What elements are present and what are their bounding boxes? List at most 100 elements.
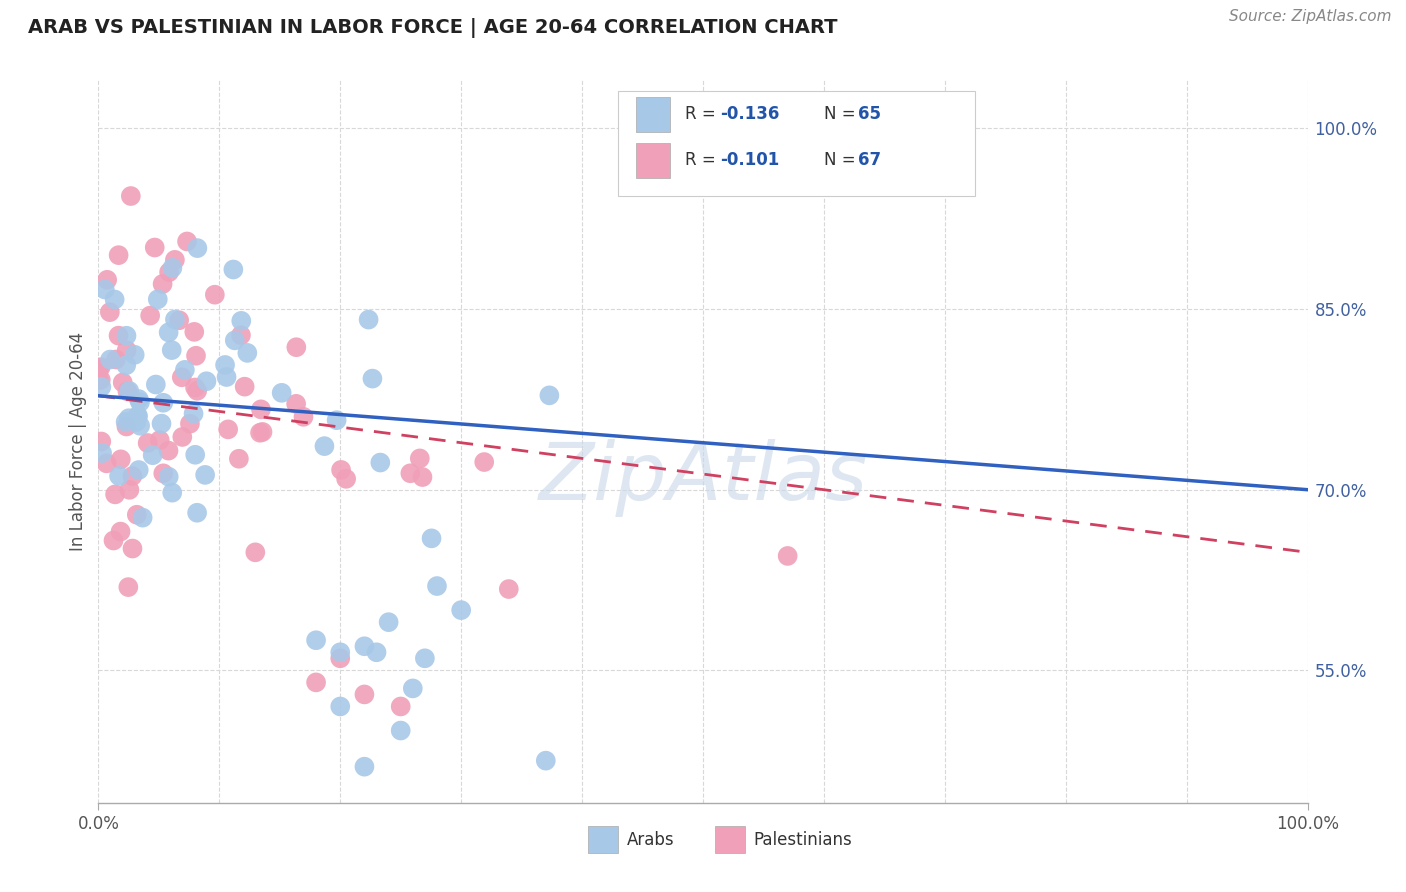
Point bbox=[94, 282, 117, 296]
Text: R =: R = bbox=[685, 152, 721, 169]
Point bbox=[357, 312, 380, 326]
Point bbox=[121, 541, 143, 556]
Point bbox=[125, 415, 148, 429]
Point bbox=[329, 651, 352, 665]
Point bbox=[96, 456, 118, 470]
Point bbox=[426, 579, 449, 593]
Point bbox=[305, 675, 328, 690]
Point bbox=[114, 415, 136, 429]
Point bbox=[413, 651, 436, 665]
Point bbox=[534, 754, 557, 768]
Point bbox=[157, 469, 180, 483]
Text: Palestinians: Palestinians bbox=[754, 830, 852, 848]
Point bbox=[389, 699, 412, 714]
Point bbox=[121, 469, 143, 483]
Point bbox=[167, 313, 190, 327]
Point bbox=[233, 379, 256, 393]
Point bbox=[107, 328, 129, 343]
FancyBboxPatch shape bbox=[637, 97, 671, 132]
Point bbox=[172, 430, 194, 444]
Point bbox=[96, 273, 118, 287]
Text: 67: 67 bbox=[858, 152, 882, 169]
Point bbox=[117, 580, 139, 594]
Point bbox=[231, 314, 253, 328]
Point bbox=[115, 358, 138, 372]
Point bbox=[472, 455, 495, 469]
FancyBboxPatch shape bbox=[588, 826, 619, 854]
Point bbox=[186, 506, 208, 520]
Point bbox=[194, 467, 217, 482]
Point bbox=[136, 436, 159, 450]
Point bbox=[215, 370, 238, 384]
Point bbox=[157, 326, 180, 340]
Point bbox=[186, 241, 208, 255]
Point bbox=[142, 448, 165, 462]
Point bbox=[285, 397, 308, 411]
Point bbox=[90, 373, 112, 387]
Point bbox=[152, 277, 174, 291]
Point bbox=[150, 417, 173, 431]
Point bbox=[270, 385, 292, 400]
Point bbox=[98, 352, 121, 367]
Point bbox=[149, 433, 172, 447]
Point bbox=[409, 451, 432, 466]
FancyBboxPatch shape bbox=[637, 143, 671, 178]
Text: ZipAtlas: ZipAtlas bbox=[538, 439, 868, 516]
Point bbox=[90, 434, 112, 449]
Point bbox=[129, 418, 152, 433]
Point bbox=[361, 371, 384, 385]
Point bbox=[330, 463, 353, 477]
Point bbox=[236, 346, 259, 360]
Point bbox=[131, 510, 153, 524]
Point bbox=[325, 413, 347, 427]
Point bbox=[162, 260, 184, 275]
Point bbox=[184, 380, 207, 394]
Text: Arabs: Arabs bbox=[627, 830, 675, 848]
Point bbox=[353, 640, 375, 654]
Point bbox=[104, 352, 127, 367]
Point bbox=[292, 409, 315, 424]
Point bbox=[118, 384, 141, 398]
Text: R =: R = bbox=[685, 105, 721, 123]
Point bbox=[143, 240, 166, 254]
Point bbox=[776, 549, 799, 563]
Text: -0.101: -0.101 bbox=[720, 152, 779, 169]
Point bbox=[329, 645, 352, 659]
Point bbox=[163, 312, 186, 326]
Point bbox=[115, 343, 138, 358]
Point bbox=[128, 463, 150, 477]
Point bbox=[125, 508, 148, 522]
Point bbox=[104, 487, 127, 501]
Point bbox=[411, 470, 433, 484]
Point bbox=[377, 615, 399, 630]
Point bbox=[195, 374, 218, 388]
Point bbox=[249, 425, 271, 440]
Point bbox=[157, 443, 180, 458]
Point bbox=[152, 467, 174, 481]
Text: ARAB VS PALESTINIAN IN LABOR FORCE | AGE 20-64 CORRELATION CHART: ARAB VS PALESTINIAN IN LABOR FORCE | AGE… bbox=[28, 18, 838, 37]
Point bbox=[152, 396, 174, 410]
Point bbox=[87, 362, 110, 376]
Point bbox=[160, 485, 183, 500]
Text: 65: 65 bbox=[858, 105, 880, 123]
Point bbox=[250, 402, 273, 417]
Point bbox=[128, 392, 150, 406]
Point bbox=[285, 340, 308, 354]
Point bbox=[538, 388, 561, 402]
Point bbox=[111, 376, 134, 390]
Point bbox=[170, 370, 193, 384]
Point bbox=[329, 699, 352, 714]
Point bbox=[183, 325, 205, 339]
Point bbox=[314, 439, 336, 453]
Point bbox=[163, 252, 186, 267]
Point bbox=[204, 287, 226, 301]
Point bbox=[110, 524, 132, 539]
Point bbox=[117, 384, 139, 399]
Point bbox=[129, 395, 152, 409]
Point bbox=[146, 293, 169, 307]
Point bbox=[127, 409, 149, 423]
Point bbox=[110, 452, 132, 467]
Point bbox=[228, 451, 250, 466]
Point bbox=[157, 265, 180, 279]
Point bbox=[115, 328, 138, 343]
